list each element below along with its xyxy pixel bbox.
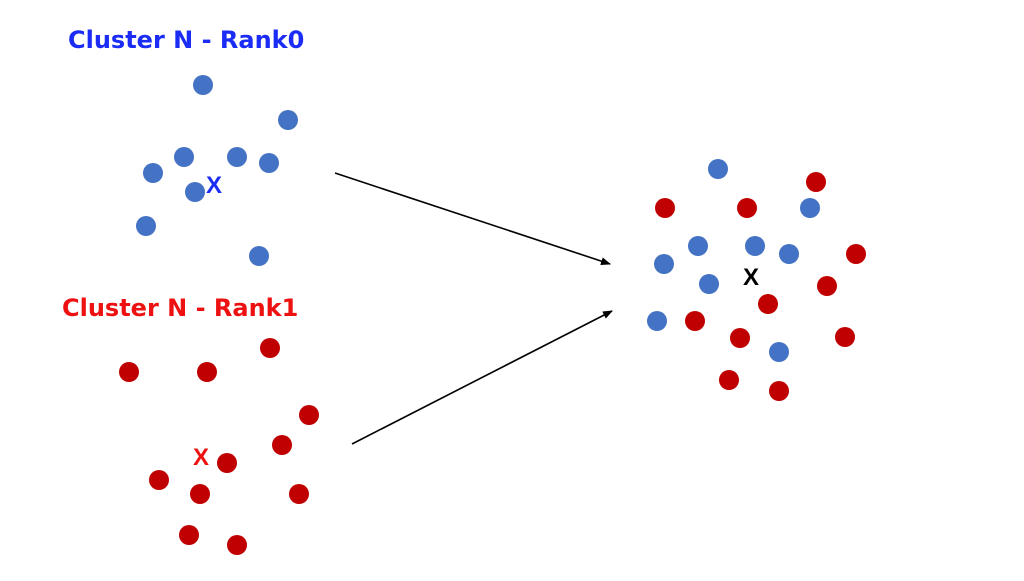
merged-point-red: [769, 381, 789, 401]
rank0-point: [136, 216, 156, 236]
merged-point-red: [835, 327, 855, 347]
rank1-point: [260, 338, 280, 358]
merged-point-blue: [779, 244, 799, 264]
rank1-point: [289, 484, 309, 504]
rank0-centroid-mark: X: [206, 172, 222, 199]
rank1-point: [272, 435, 292, 455]
rank1-point: [299, 405, 319, 425]
cluster-rank1-label: Cluster N - Rank1: [62, 294, 299, 322]
cluster-rank0-label: Cluster N - Rank0: [68, 26, 305, 54]
rank0-point: [259, 153, 279, 173]
merged-point-blue: [769, 342, 789, 362]
arrow-rank0-to-merged: [334, 172, 611, 265]
merged-point-blue: [745, 236, 765, 256]
arrow-rank1-to-merged: [351, 310, 613, 445]
rank1-centroid-mark: X: [193, 444, 209, 471]
merged-point-blue: [800, 198, 820, 218]
merged-points: [647, 159, 866, 401]
rank0-point: [174, 147, 194, 167]
rank0-point: [143, 163, 163, 183]
merged-point-red: [685, 311, 705, 331]
merged-point-blue: [654, 254, 674, 274]
rank1-point: [217, 453, 237, 473]
rank0-point: [227, 147, 247, 167]
rank1-point: [149, 470, 169, 490]
merged-centroid-mark: X: [743, 264, 759, 291]
merged-point-red: [655, 198, 675, 218]
merged-point-blue: [647, 311, 667, 331]
rank0-point: [249, 246, 269, 266]
merged-point-blue: [708, 159, 728, 179]
merged-point-blue: [699, 274, 719, 294]
rank1-point: [227, 535, 247, 555]
merged-point-red: [758, 294, 778, 314]
rank0-point: [278, 110, 298, 130]
merged-point-blue: [688, 236, 708, 256]
merged-point-red: [817, 276, 837, 296]
rank1-point: [197, 362, 217, 382]
rank1-point: [179, 525, 199, 545]
rank0-points: [136, 75, 298, 266]
rank1-points: [119, 338, 319, 555]
merged-point-red: [806, 172, 826, 192]
merged-point-red: [719, 370, 739, 390]
rank1-point: [119, 362, 139, 382]
merged-point-red: [737, 198, 757, 218]
rank1-point: [190, 484, 210, 504]
merged-point-red: [846, 244, 866, 264]
rank0-point: [185, 182, 205, 202]
rank0-point: [193, 75, 213, 95]
merged-point-red: [730, 328, 750, 348]
